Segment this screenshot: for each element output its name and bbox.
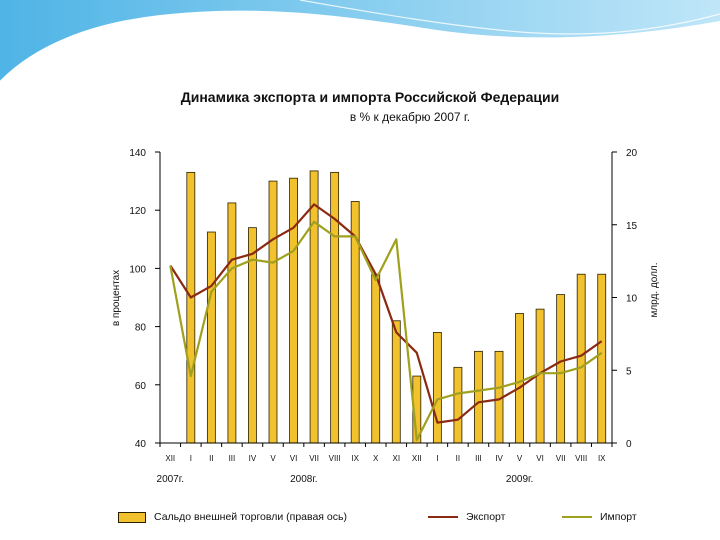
x-year-label: 2008г. (290, 474, 317, 485)
legend-item-import: Импорт (562, 511, 637, 523)
right-tick-label: 15 (626, 221, 638, 232)
legend-item-export: Экспорт (428, 511, 505, 523)
bar-balance (186, 171, 196, 444)
legend-swatch-import (562, 516, 592, 519)
right-tick-label: 10 (626, 294, 638, 305)
x-category-label: VII (309, 454, 319, 463)
bar-balance (268, 180, 278, 444)
bar-balance (474, 350, 483, 444)
x-category-label: XII (165, 454, 175, 463)
x-category-label: XI (392, 454, 400, 463)
x-category-label: IV (249, 454, 257, 463)
bar-balance (206, 231, 216, 444)
x-year-label: 2009г. (506, 474, 533, 485)
x-category-label: VI (290, 454, 298, 463)
bar-balance (556, 294, 566, 444)
x-year-label: 2007г. (157, 474, 184, 485)
chart-subtitle: в % к декабрю 2007 г. (349, 110, 471, 124)
left-tick-label: 60 (135, 381, 147, 392)
x-category-label: IV (495, 454, 503, 463)
legend-label-export: Экспорт (466, 511, 506, 523)
bar-balance (371, 273, 381, 444)
chart-title: Динамика экспорта и импорта Российской Ф… (180, 89, 560, 105)
x-category-label: II (209, 454, 213, 463)
bar-balance (391, 320, 401, 444)
right-tick-label: 0 (626, 439, 632, 450)
x-category-label: VIII (575, 454, 587, 463)
bar-balance (432, 332, 442, 444)
x-category-label: IX (351, 454, 359, 463)
bar-balance (515, 313, 524, 444)
legend-swatch-balance (118, 511, 146, 523)
x-category-label: IX (598, 454, 606, 463)
x-category-label: VIII (329, 454, 341, 463)
legend-swatch-export (428, 516, 458, 519)
left-tick-label: 120 (129, 206, 146, 217)
line-export (169, 203, 603, 424)
right-tick-label: 5 (626, 366, 632, 377)
left-axis-label: в процентах (111, 270, 122, 326)
x-category-label: XII (412, 454, 422, 463)
legend-item-balance: Сальдо внешней торговли (правая ось) (118, 511, 347, 523)
left-tick-label: 40 (135, 439, 147, 450)
right-tick-label: 20 (626, 148, 638, 159)
left-tick-label: 100 (129, 264, 146, 275)
bar-balance (309, 170, 319, 444)
bar-balance (227, 202, 237, 444)
x-category-label: III (229, 454, 236, 463)
bar-balance (576, 273, 586, 444)
x-category-label: II (456, 454, 460, 463)
legend-label-import: Импорт (600, 511, 637, 523)
bar-balance (453, 366, 463, 444)
left-tick-label: 140 (129, 148, 146, 159)
x-category-label: V (270, 454, 276, 463)
x-category-label: X (373, 454, 379, 463)
x-category-label: VII (556, 454, 566, 463)
legend-label-balance: Сальдо внешней торговли (правая ось) (154, 511, 347, 523)
x-category-label: I (190, 454, 192, 463)
bar-balance (330, 171, 340, 444)
decorative-header-wave (0, 0, 720, 83)
left-tick-label: 80 (135, 323, 147, 334)
x-category-label: III (475, 454, 482, 463)
line-import (169, 220, 603, 442)
bar-balance (289, 177, 298, 444)
x-category-label: V (517, 454, 523, 463)
x-category-label: VI (536, 454, 544, 463)
right-axis-label: млрд. долл. (649, 262, 660, 317)
bar-balance (597, 273, 607, 444)
x-category-label: I (436, 454, 438, 463)
